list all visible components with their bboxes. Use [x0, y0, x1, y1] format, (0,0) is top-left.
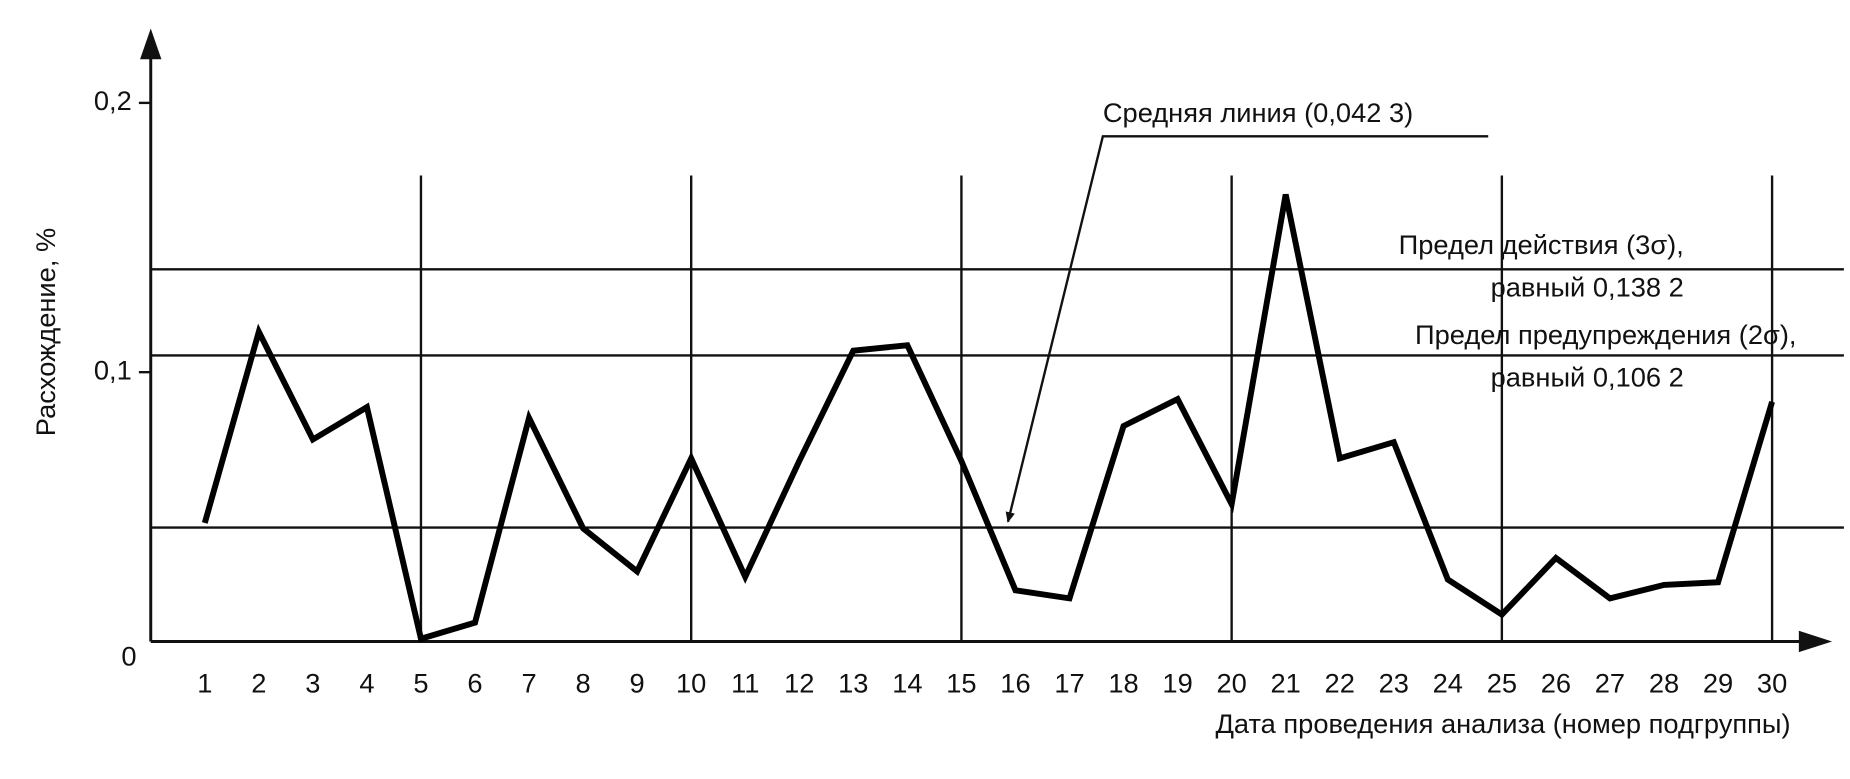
x-tick-label: 25: [1487, 668, 1517, 699]
data-line: [201, 193, 1775, 643]
x-tick-label: 22: [1325, 668, 1355, 699]
x-tick-label: 19: [1162, 668, 1192, 699]
x-tick-label: 29: [1703, 668, 1733, 699]
grid: 00,10,21 2 3 4 5 6 7 8 9 10 11 12 13 14 15 16 17 18 19 20 21…: [94, 85, 1844, 699]
x-axis-label: Дата проведения анализа (номер подгруппы…: [1215, 708, 1790, 739]
x-tick-label: 11: [731, 668, 759, 699]
x-tick-label: 24: [1433, 668, 1463, 699]
y-tick-label: 0,1: [94, 354, 132, 385]
reference-label: Предел действия (3σ),: [1399, 229, 1684, 260]
x-tick-label: 2: [251, 668, 266, 699]
x-tick-label: 4: [359, 668, 374, 699]
reference-label: равный 0,106 2: [1491, 362, 1684, 393]
x-tick-label: 20: [1216, 668, 1246, 699]
x-tick-label: 7: [521, 668, 536, 699]
x-tick-label: 15: [946, 668, 976, 699]
y-axis-label: Расхождение, %: [30, 228, 61, 436]
x-tick-label: 26: [1541, 668, 1571, 699]
x-tick-label: 9: [630, 668, 645, 699]
x-tick-label: 5: [413, 668, 428, 699]
y-tick-label: 0: [121, 640, 136, 671]
y-tick-label: 0,2: [94, 85, 132, 116]
x-tick-label: 14: [892, 668, 922, 699]
reference-label: равный 0,138 2: [1491, 272, 1684, 303]
x-tick-label: 6: [467, 668, 482, 699]
annotation-arrow: [1005, 135, 1489, 523]
x-tick-label: 18: [1108, 668, 1138, 699]
x-tick-label: 3: [305, 668, 320, 699]
x-tick-label: 16: [1000, 668, 1030, 699]
x-tick-label: 13: [838, 668, 868, 699]
x-tick-label: 8: [576, 668, 591, 699]
x-tick-label: 28: [1649, 668, 1679, 699]
x-tick-label: 1: [197, 668, 212, 699]
reference-label: Предел предупреждения (2σ),: [1415, 319, 1796, 350]
reference-label: Средняя линия (0,042 3): [1103, 97, 1413, 128]
x-tick-label: 12: [784, 668, 814, 699]
x-tick-label: 17: [1054, 668, 1084, 699]
x-tick-label: 21: [1271, 668, 1301, 699]
x-tick-label: 27: [1595, 668, 1625, 699]
y-axis-arrow: [140, 28, 162, 60]
x-tick-label: 30: [1757, 668, 1787, 699]
plot: [201, 193, 1775, 643]
x-axis-arrow: [1798, 630, 1833, 653]
x-tick-label: 23: [1379, 668, 1409, 699]
x-tick-label: 10: [676, 668, 706, 699]
